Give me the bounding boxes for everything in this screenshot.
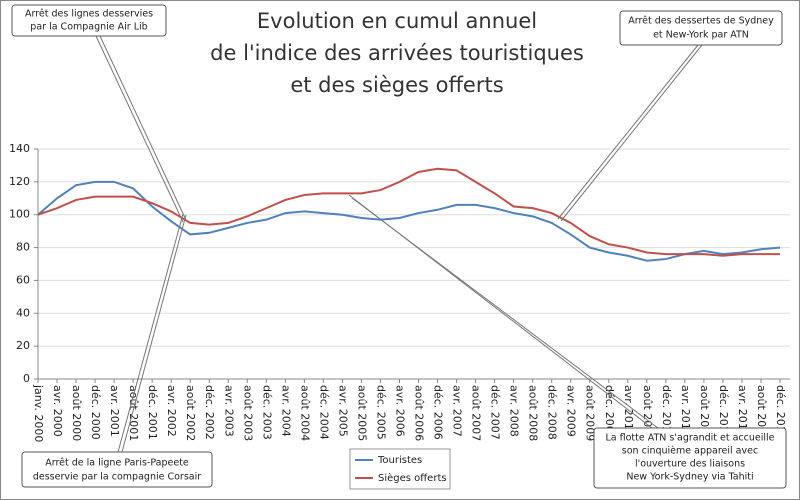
plot: 0 20 40 60 80 100 120 140 janv. 2000 avr. 2000 aoû…: [9, 142, 790, 442]
y-tick-label: 80: [16, 241, 30, 254]
legend: [349, 448, 451, 490]
annotation: La flotte ATN s'agrandit et accueille: [606, 433, 775, 444]
annotation: l'ouverture des liaisons: [635, 459, 745, 470]
chart-title: et des sièges offerts: [290, 73, 503, 97]
chart-title: de l'indice des arrivées touristiques: [210, 41, 584, 65]
pointer: [557, 44, 699, 220]
annotation: Arrêt des dessertes de Sydney: [628, 16, 774, 27]
y-tick-label: 60: [16, 273, 30, 286]
annotation: desservie par la compagnie Corsair: [33, 472, 201, 483]
pointer: [117, 213, 184, 453]
pointer: [95, 35, 184, 223]
x-tick-label: avr. 2009: [565, 385, 578, 437]
annotation: New York-Sydney via Tahiti: [626, 472, 753, 483]
x-tick-label: déc. 2007: [489, 385, 502, 440]
x-tick-label: août 2001: [127, 385, 140, 441]
x-tick-label: janv. 2000: [32, 384, 45, 442]
x-tick-label: août 2004: [298, 385, 311, 441]
callout-box: [619, 10, 783, 46]
x-tick-label: août 2006: [413, 385, 426, 441]
x-tick-label: avr. 2006: [393, 385, 406, 437]
x-tick-label: déc. 2004: [317, 385, 330, 440]
x-tick-label: déc. 2010: [660, 385, 673, 440]
pointer: [351, 197, 659, 429]
x-tick-label: août 2005: [355, 385, 368, 441]
annotation: et New-York par ATN: [653, 30, 749, 41]
x-tick-label: déc. 2012: [774, 385, 787, 440]
x-tick-label: août 2000: [70, 385, 83, 441]
y-tick-label: 120: [9, 175, 30, 188]
y-tick-label: 140: [9, 142, 30, 155]
callout-boxes: [11, 4, 787, 489]
x-tick-label: août 2008: [527, 385, 540, 441]
annotation: Arrêt de la ligne Paris-Papeete: [45, 458, 189, 469]
x-tick-label: déc. 2002: [203, 385, 216, 440]
x-tick-label: août 2009: [584, 385, 597, 441]
x-tick-label: déc. 2005: [374, 385, 387, 440]
y-tick-label: 0: [23, 372, 30, 385]
annotation: son cinquième appareil avec: [622, 446, 758, 457]
y-tick-label: 40: [16, 306, 30, 319]
x-tick-label: avr. 2000: [51, 385, 64, 437]
series-line: [37, 180, 781, 262]
x-tick-label: avr. 2001: [108, 385, 121, 437]
x-tick-label: avr. 2012: [736, 385, 749, 437]
legend-label: Touristes: [377, 455, 422, 466]
y-tick-label: 100: [9, 208, 30, 221]
series-line: [37, 167, 780, 257]
callout-box: [593, 427, 787, 489]
x-tick-label: avr. 2011: [679, 385, 692, 437]
x-tick-label: avr. 2010: [622, 385, 635, 437]
x-tick-label: déc. 2009: [603, 385, 616, 440]
pointer: [99, 35, 187, 221]
x-tick-label: déc. 2003: [260, 385, 273, 440]
x-labels: janv. 2000 avr. 2000 août 2000 déc. 2000 avr…: [32, 384, 787, 442]
x-tick-label: déc. 2001: [146, 385, 159, 440]
callout-box: [21, 451, 213, 488]
x-tick-label: août 2007: [470, 385, 483, 441]
callout-pointers: [95, 35, 703, 453]
x-tick-label: août 2011: [698, 385, 711, 441]
annotation: par la Compagnie Air Lib: [30, 22, 147, 33]
x-tick-label: déc. 2008: [546, 385, 559, 440]
y-tick-label: 20: [16, 339, 30, 352]
x-tick-label: août 2003: [241, 385, 254, 441]
x-tick-label: avr. 2005: [336, 385, 349, 437]
chart-title: Evolution en cumul annuel: [257, 9, 537, 33]
x-tick-label: déc. 2006: [432, 385, 445, 440]
x-tick-label: avr. 2002: [165, 385, 178, 437]
x-tick-label: août 2002: [184, 385, 197, 441]
callout-box: [11, 4, 167, 37]
pointer: [560, 44, 703, 222]
x-tick-label: déc. 2000: [89, 385, 102, 440]
legend-label: Sièges offerts: [378, 472, 447, 484]
x-tick-label: avr. 2008: [508, 385, 521, 437]
x-tick-label: avr. 2004: [279, 385, 292, 437]
x-tick-label: août 2012: [755, 385, 768, 441]
pointer: [121, 214, 187, 453]
x-tick-label: avr. 2007: [451, 385, 464, 437]
annotation: Arrêt des lignes desservies: [25, 9, 153, 20]
x-tick-label: déc. 2011: [717, 385, 730, 440]
x-tick-label: avr. 2003: [222, 385, 235, 437]
